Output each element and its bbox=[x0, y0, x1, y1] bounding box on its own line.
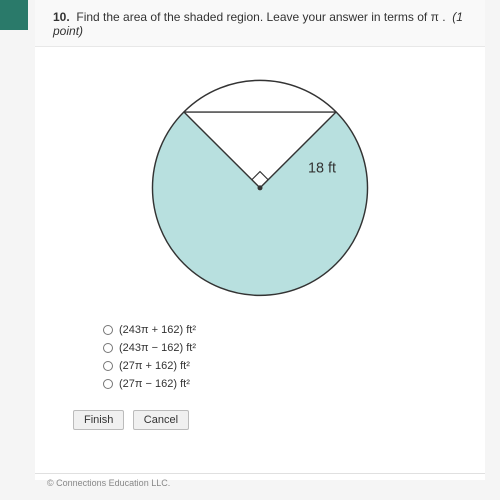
question-number: 10. bbox=[53, 10, 70, 24]
option-label: (243π + 162) ft² bbox=[119, 321, 196, 339]
question-prompt-text: Find the area of the shaded region. Leav… bbox=[76, 10, 427, 24]
footer: © Connections Education LLC. bbox=[35, 473, 485, 488]
left-sidebar-accent bbox=[0, 0, 28, 30]
option-row: (243π + 162) ft² bbox=[103, 321, 485, 339]
option-row: (27π + 162) ft² bbox=[103, 357, 485, 375]
top-segment-unshade bbox=[145, 65, 375, 112]
center-point bbox=[258, 185, 263, 190]
option-label: (243π − 162) ft² bbox=[119, 339, 196, 357]
option-row: (243π − 162) ft² bbox=[103, 339, 485, 357]
pi-symbol: π bbox=[431, 10, 439, 24]
finish-button[interactable]: Finish bbox=[73, 410, 124, 430]
option-radio-1[interactable] bbox=[103, 325, 113, 335]
question-panel: 10. Find the area of the shaded region. … bbox=[35, 0, 485, 480]
option-radio-4[interactable] bbox=[103, 379, 113, 389]
answer-options: (243π + 162) ft² (243π − 162) ft² (27π +… bbox=[35, 315, 485, 394]
footer-copyright: © Connections Education LLC. bbox=[35, 478, 485, 488]
option-radio-3[interactable] bbox=[103, 361, 113, 371]
option-label: (27π − 162) ft² bbox=[119, 375, 190, 393]
option-label: (27π + 162) ft² bbox=[119, 357, 190, 375]
radius-label: 18 ft bbox=[308, 161, 336, 177]
option-row: (27π − 162) ft² bbox=[103, 375, 485, 393]
question-prompt: 10. Find the area of the shaded region. … bbox=[35, 0, 485, 47]
geometry-diagram: 18 ft bbox=[140, 65, 380, 305]
button-row: Finish Cancel bbox=[35, 394, 485, 430]
option-radio-2[interactable] bbox=[103, 343, 113, 353]
figure-container: 18 ft bbox=[35, 47, 485, 315]
cancel-button[interactable]: Cancel bbox=[133, 410, 189, 430]
